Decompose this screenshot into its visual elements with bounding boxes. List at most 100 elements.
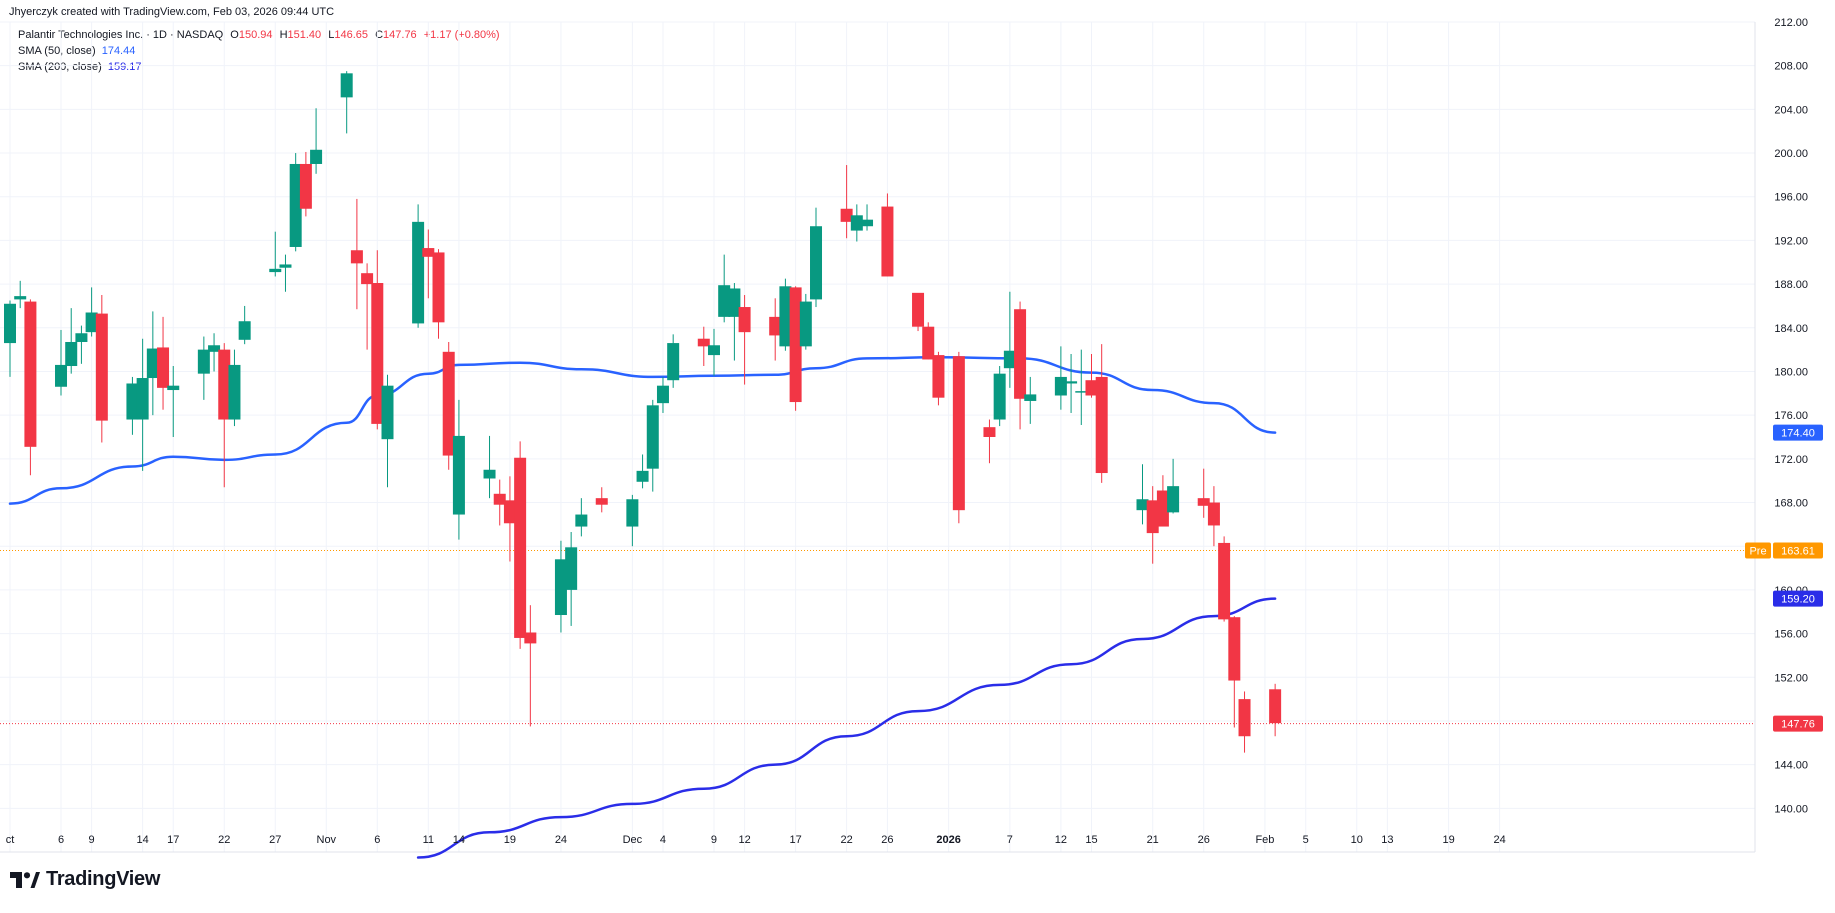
candle-body [269, 268, 282, 273]
candle [952, 351, 965, 524]
sma200-line [416, 597, 1277, 859]
candle [55, 329, 68, 396]
candle-body [1054, 376, 1067, 396]
y-tick-label: 192.00 [1774, 235, 1808, 247]
candle-body [840, 208, 853, 222]
x-tick-label: 26 [881, 834, 893, 846]
candle [24, 299, 37, 476]
x-tick-label: 24 [555, 834, 567, 846]
candle-body [626, 499, 639, 527]
candle-body [126, 383, 139, 420]
y-tick-label: 188.00 [1774, 279, 1808, 291]
x-tick-label: 17 [789, 834, 801, 846]
candle [289, 153, 302, 252]
candle-body [983, 427, 996, 437]
candle [1003, 291, 1016, 388]
candle-body [779, 286, 792, 347]
y-tick-label: 144.00 [1774, 760, 1808, 772]
x-tick-label: 13 [1381, 834, 1393, 846]
candle [1269, 683, 1282, 737]
candle [432, 249, 445, 339]
candle [75, 325, 88, 364]
candle-body [228, 364, 241, 420]
ohlc-close: C147.76 [375, 29, 417, 41]
x-tick-label: 15 [1085, 834, 1097, 846]
time-axis: ct 6 9 14 17 22 27 Nov 6 11 14 19 24 Dec 4 9 12 17 22 26 202… [6, 834, 1506, 846]
candle [350, 198, 363, 310]
candle-body [422, 248, 435, 257]
candle [697, 326, 710, 367]
x-tick-label: 9 [89, 834, 95, 846]
x-tick-label: Feb [1255, 834, 1274, 846]
candle [993, 366, 1006, 427]
candle-body [55, 364, 68, 387]
x-tick-label: 12 [1055, 834, 1067, 846]
candle [4, 300, 16, 377]
candle-body [289, 163, 302, 247]
candle-body [65, 341, 78, 367]
candle [126, 376, 139, 435]
candle [1014, 301, 1027, 430]
tradingview-logo[interactable]: TradingView [10, 868, 160, 891]
y-tick-label: 176.00 [1774, 410, 1808, 422]
y-tick-label: 172.00 [1774, 454, 1808, 466]
candle [167, 366, 180, 437]
candle-body [1269, 689, 1282, 724]
candle [1197, 468, 1210, 518]
candle-body [1197, 498, 1210, 506]
candle [269, 231, 282, 277]
y-tick-label: 204.00 [1774, 104, 1808, 116]
candle [728, 283, 741, 361]
sma50-price-tag [1773, 424, 1823, 441]
candle [157, 316, 170, 410]
candle-body [656, 385, 669, 404]
candle-body [1095, 376, 1108, 474]
candle [238, 305, 251, 345]
x-tick-label: 9 [711, 834, 717, 846]
candle-body [1228, 617, 1241, 681]
candle-body [952, 356, 965, 511]
candle [493, 479, 506, 526]
legend-sma50-row[interactable]: SMA (50, close) 174.44 [18, 45, 135, 57]
candle-body [1014, 309, 1027, 399]
candle-body [75, 333, 88, 342]
candle [412, 204, 425, 328]
candle-body [279, 264, 292, 268]
legend-sma200-row[interactable]: SMA (200, close) 159.17 [18, 61, 141, 73]
candle [95, 295, 108, 443]
candle-body [136, 378, 149, 420]
candle-body [14, 296, 27, 300]
pre-market-price-value: 163.61 [1781, 545, 1815, 557]
sma50-label: SMA (50, close) [18, 45, 96, 57]
candle-body [1238, 699, 1251, 737]
candle [197, 336, 210, 400]
candle [1228, 616, 1241, 728]
x-tick-label: Nov [317, 834, 337, 846]
candle [65, 308, 78, 374]
candle [208, 333, 221, 372]
candle [738, 295, 751, 385]
x-tick-label: 11 [423, 834, 434, 846]
candle [799, 293, 812, 350]
x-tick-label: Dec [623, 834, 643, 846]
legend-symbol-row[interactable]: Palantir Technologies Inc. · 1D · NASDAQ… [18, 29, 500, 41]
x-tick-label: 14 [137, 834, 149, 846]
symbol-description: Palantir Technologies Inc. · 1D · NASDAQ [18, 29, 224, 41]
candle-body [24, 301, 37, 447]
y-tick-label: 200.00 [1774, 148, 1808, 160]
candle-body [310, 149, 323, 164]
candle-body [1085, 380, 1098, 396]
y-tick-label: 212.00 [1774, 17, 1808, 29]
candle [442, 341, 455, 470]
candle [718, 254, 731, 323]
tradingview-brand-name: TradingView [46, 868, 161, 890]
last-price-tag [1773, 715, 1823, 732]
sma200-value: 159.17 [107, 61, 142, 73]
candle-body [799, 301, 812, 347]
candle-body [483, 469, 496, 479]
x-tick-label: 10 [1351, 834, 1363, 846]
candle-body [1003, 350, 1016, 369]
x-tick-label: 14 [453, 834, 465, 846]
candle [146, 311, 159, 416]
